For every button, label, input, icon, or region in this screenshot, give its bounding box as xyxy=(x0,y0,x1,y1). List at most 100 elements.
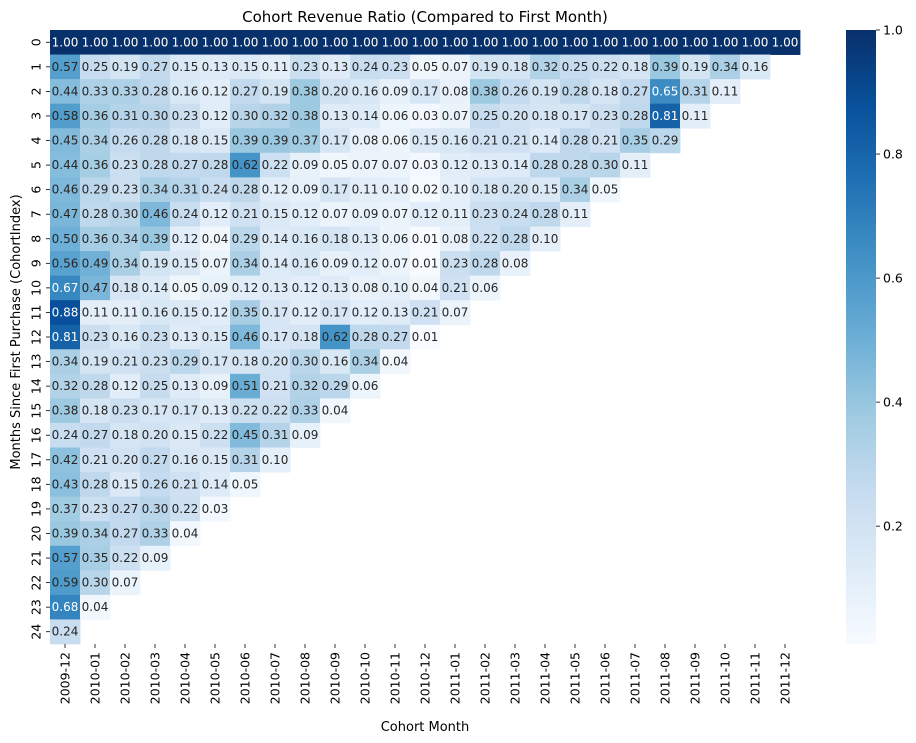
heatmap-cell xyxy=(410,103,441,129)
heatmap-cell-label: 0.27 xyxy=(142,453,169,467)
heatmap-cell xyxy=(110,447,141,473)
heatmap-cell xyxy=(500,30,531,55)
y-axis-label: Months Since First Purchase (CohortIndex… xyxy=(9,194,24,469)
x-tick-label: 2010-07 xyxy=(268,652,283,704)
heatmap-cell-label: 0.51 xyxy=(232,379,259,393)
heatmap-cell xyxy=(380,226,411,252)
heatmap-cell-label: 0.27 xyxy=(112,502,139,516)
heatmap-cell-label: 0.28 xyxy=(472,256,499,270)
heatmap-cell xyxy=(230,152,261,178)
heatmap-cell xyxy=(350,275,381,301)
heatmap-cell xyxy=(290,398,321,424)
heatmap-cell xyxy=(410,201,441,227)
heatmap-cell xyxy=(260,201,291,227)
heatmap-cell xyxy=(320,30,351,55)
heatmap-cell-label: 0.28 xyxy=(82,207,109,221)
heatmap-cell xyxy=(200,128,231,154)
heatmap-cell-label: 0.18 xyxy=(292,330,319,344)
heatmap-cell-label: 0.44 xyxy=(52,158,79,172)
y-tick-label: 2 xyxy=(29,87,44,95)
heatmap-cell xyxy=(50,201,81,227)
heatmap-cell-label: 0.46 xyxy=(142,207,169,221)
heatmap-cell xyxy=(410,54,441,80)
heatmap-cell xyxy=(230,177,261,203)
heatmap-cell xyxy=(230,275,261,301)
heatmap-cell-label: 1.00 xyxy=(82,35,109,49)
heatmap-cell-label: 0.25 xyxy=(142,379,169,393)
heatmap-cell-label: 0.06 xyxy=(382,134,409,148)
heatmap-cell-label: 0.18 xyxy=(472,183,499,197)
heatmap-cell-label: 0.22 xyxy=(262,158,289,172)
heatmap-cell xyxy=(140,349,171,375)
heatmap-cell xyxy=(320,251,351,276)
heatmap-cell-label: 0.22 xyxy=(232,404,259,418)
heatmap-cell-label: 0.11 xyxy=(352,183,379,197)
heatmap-cell-label: 0.09 xyxy=(202,281,229,295)
heatmap-cell xyxy=(80,349,111,375)
heatmap-cell xyxy=(260,152,291,178)
heatmap-cell xyxy=(320,201,351,227)
heatmap-cell xyxy=(380,177,411,203)
heatmap-cell xyxy=(200,349,231,375)
heatmap-cell-label: 0.28 xyxy=(352,330,379,344)
heatmap-cell-label: 0.18 xyxy=(622,60,649,74)
heatmap-cell xyxy=(320,300,351,326)
heatmap-cell-label: 0.18 xyxy=(82,404,109,418)
heatmap-cell xyxy=(80,496,111,522)
colorbar-ticks: 0.2 0.4 0.6 0.8 1.0 xyxy=(876,23,903,534)
heatmap-cell xyxy=(470,103,501,129)
heatmap-cell xyxy=(560,177,591,203)
heatmap-cell xyxy=(170,128,201,154)
heatmap-cell-label: 0.20 xyxy=(262,355,289,369)
heatmap-cell-label: 0.14 xyxy=(532,134,559,148)
heatmap-cell-label: 0.15 xyxy=(232,60,259,74)
heatmap-cell xyxy=(260,79,291,105)
heatmap-cell-label: 0.81 xyxy=(52,330,79,344)
heatmap-cell xyxy=(110,422,141,448)
heatmap-cell xyxy=(260,324,291,350)
heatmap-cell xyxy=(680,54,711,80)
colorbar-tick-label: 0.8 xyxy=(883,147,903,162)
heatmap-cell-label: 0.11 xyxy=(562,207,589,221)
heatmap-cell xyxy=(200,496,231,522)
y-tick-label: 16 xyxy=(29,427,44,443)
heatmap-cell-label: 0.27 xyxy=(232,84,259,98)
chart-title: Cohort Revenue Ratio (Compared to First … xyxy=(242,8,608,26)
heatmap-cell-label: 0.13 xyxy=(322,60,349,74)
heatmap-cell xyxy=(260,103,291,129)
heatmap-cell xyxy=(50,324,81,350)
heatmap-cell-label: 0.38 xyxy=(292,109,319,123)
heatmap-cell-label: 0.12 xyxy=(202,305,229,319)
y-tick-label: 14 xyxy=(29,378,44,394)
x-tick-label: 2010-06 xyxy=(238,652,253,704)
heatmap-cell xyxy=(350,128,381,154)
heatmap-cell xyxy=(170,373,201,399)
heatmap-cell-label: 0.23 xyxy=(442,256,469,270)
heatmap-cell-label: 0.16 xyxy=(352,84,379,98)
heatmap-cell xyxy=(440,201,471,227)
heatmap-cell-label: 0.18 xyxy=(172,134,199,148)
heatmap-cell-label: 0.12 xyxy=(292,207,319,221)
heatmap-cell xyxy=(260,128,291,154)
heatmap-cell xyxy=(200,373,231,399)
heatmap-cell-label: 0.25 xyxy=(472,109,499,123)
heatmap-cell-label: 1.00 xyxy=(172,35,199,49)
heatmap-cell-label: 0.22 xyxy=(112,551,139,565)
y-tick-label: 24 xyxy=(29,624,44,640)
heatmap-cell xyxy=(80,54,111,80)
heatmap-cell-label: 0.16 xyxy=(322,355,349,369)
heatmap-cell-label: 0.27 xyxy=(382,330,409,344)
heatmap-cell-label: 0.24 xyxy=(502,207,529,221)
heatmap-cell xyxy=(590,79,621,105)
heatmap-cell xyxy=(500,103,531,129)
heatmap-cell xyxy=(440,275,471,301)
heatmap-cell-label: 0.21 xyxy=(502,134,529,148)
heatmap-cell-label: 0.67 xyxy=(52,281,79,295)
heatmap-cell xyxy=(50,521,81,547)
colorbar-tick-label: 0.6 xyxy=(883,271,903,286)
heatmap-cell-label: 0.14 xyxy=(202,477,229,491)
heatmap-cell xyxy=(260,447,291,473)
heatmap-cell xyxy=(590,128,621,154)
heatmap-cell-label: 0.13 xyxy=(202,60,229,74)
heatmap-cell xyxy=(620,103,651,129)
